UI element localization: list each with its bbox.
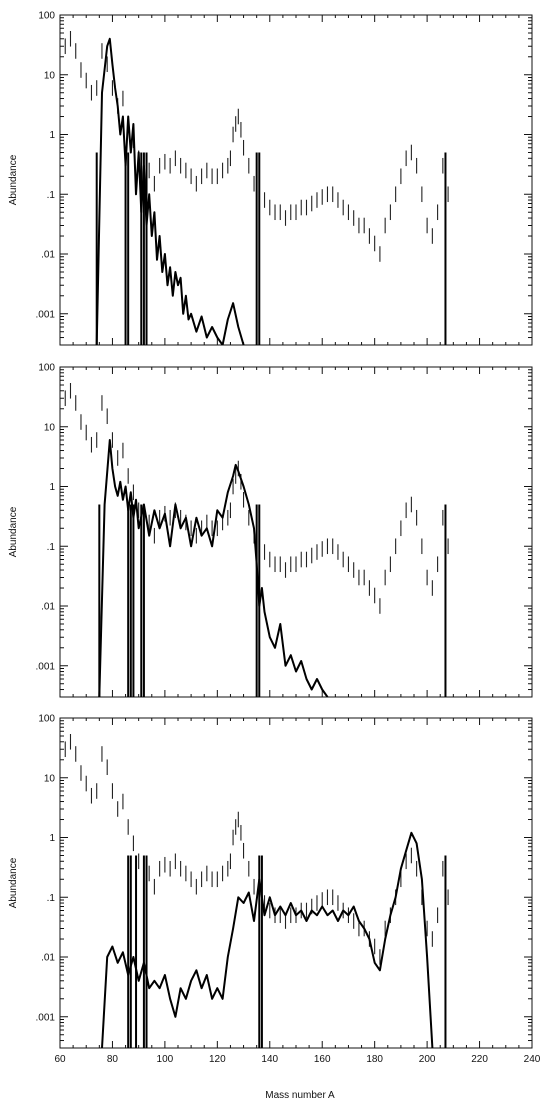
- y-tick-label: .01: [41, 250, 55, 261]
- chart-panel-3: 100 10 1 .1 .01 .001 Abundance: [8, 714, 533, 1049]
- model-abundance-line: [95, 37, 245, 345]
- chart-panels: 100 10 1 .1 .01 .001 Abundance 100 10 1 .1 .01 .001 A…: [8, 11, 533, 1049]
- y-tick-label: 10: [44, 422, 56, 433]
- y-tick-label: 1: [49, 130, 55, 141]
- y-axis-label: Abundance: [8, 506, 19, 557]
- y-axis-label: Abundance: [8, 857, 19, 908]
- x-tick-label: 220: [471, 1054, 488, 1065]
- x-tick-label: 60: [54, 1054, 66, 1065]
- plot-area: [60, 30, 449, 345]
- chart-panel-1: 100 10 1 .1 .01 .001 Abundance: [8, 11, 533, 346]
- y-tick-label: .1: [47, 190, 56, 201]
- y-tick-label: .01: [41, 953, 55, 964]
- y-axis-label: Abundance: [8, 154, 19, 205]
- chart-panel-2: 100 10 1 .1 .01 .001 Abundance: [8, 363, 533, 698]
- plot-area: [60, 382, 449, 697]
- x-tick-label: 200: [419, 1054, 436, 1065]
- y-tick-label: .01: [41, 602, 55, 613]
- x-tick-labels: 60 80 100 120 140 160 180 200 220 240: [54, 1054, 540, 1065]
- y-tick-label: 10: [44, 70, 56, 81]
- x-tick-label: 180: [366, 1054, 383, 1065]
- x-tick-label: 80: [107, 1054, 119, 1065]
- y-tick-label: .1: [47, 542, 56, 553]
- y-tick-label: .1: [47, 893, 56, 904]
- y-tick-label: 1: [49, 482, 55, 493]
- x-tick-label: 240: [524, 1054, 541, 1065]
- model-abundance-line: [101, 831, 434, 1048]
- y-tick-label: 10: [44, 773, 56, 784]
- plot-area: [60, 733, 449, 1048]
- y-tick-label: 100: [38, 11, 55, 22]
- y-tick-label: .001: [36, 309, 56, 320]
- x-tick-label: 160: [314, 1054, 331, 1065]
- y-tick-label: .001: [36, 661, 56, 672]
- y-tick-label: 100: [38, 714, 55, 725]
- x-tick-label: 100: [157, 1054, 174, 1065]
- y-tick-label: 1: [49, 833, 55, 844]
- y-tick-label: .001: [36, 1012, 56, 1023]
- model-abundance-line: [98, 439, 329, 697]
- x-axis-label: Mass number A: [265, 1090, 335, 1101]
- x-tick-label: 140: [261, 1054, 278, 1065]
- x-tick-label: 120: [209, 1054, 226, 1065]
- y-tick-label: 100: [38, 363, 55, 374]
